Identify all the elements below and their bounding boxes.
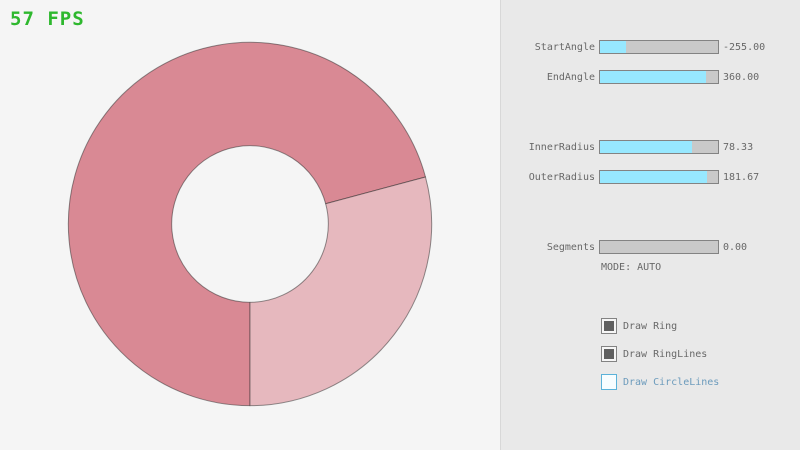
outer-radius-slider[interactable]	[599, 170, 719, 184]
outer-radius-label: OuterRadius	[528, 172, 595, 183]
draw-ring-checkbox[interactable]	[601, 318, 617, 334]
inner-radius-label: InnerRadius	[528, 142, 595, 153]
end-angle-label: EndAngle	[546, 72, 595, 83]
segments-mode-text: MODE: AUTO	[601, 262, 662, 273]
end-angle-value: 360.00	[723, 72, 760, 83]
outer-radius-value: 181.67	[723, 172, 760, 183]
draw-ringlines-label: Draw RingLines	[623, 349, 708, 360]
fps-counter: 57 FPS	[10, 8, 85, 30]
start-angle-label: StartAngle	[534, 42, 595, 53]
slider-row-segments: Segments 0.00	[501, 240, 800, 254]
draw-ringlines-checkbox-row[interactable]: Draw RingLines	[601, 346, 781, 362]
ring-sector-dark	[67, 41, 427, 407]
start-angle-slider-fill	[600, 41, 626, 53]
draw-circlelines-checkbox[interactable]	[601, 374, 617, 390]
segments-slider[interactable]	[599, 240, 719, 254]
slider-row-end-angle: EndAngle 360.00	[501, 70, 800, 84]
outer-radius-slider-fill	[600, 171, 708, 183]
ring-canvas	[67, 41, 433, 407]
ring-sector-light	[249, 176, 433, 407]
controls-panel: StartAngle -255.00 EndAngle 360.00 Inner…	[500, 0, 800, 450]
inner-radius-value: 78.33	[723, 142, 754, 153]
end-angle-slider-fill	[600, 71, 707, 83]
slider-row-start-angle: StartAngle -255.00	[501, 40, 800, 54]
segments-label: Segments	[546, 242, 595, 253]
draw-ring-checkbox-row[interactable]: Draw Ring	[601, 318, 781, 334]
draw-circlelines-checkbox-row[interactable]: Draw CircleLines	[601, 374, 781, 390]
draw-circlelines-label: Draw CircleLines	[623, 377, 720, 388]
segments-value: 0.00	[723, 242, 748, 253]
inner-radius-slider[interactable]	[599, 140, 719, 154]
end-angle-slider[interactable]	[599, 70, 719, 84]
draw-ringlines-checkbox[interactable]	[601, 346, 617, 362]
inner-radius-slider-fill	[600, 141, 693, 153]
slider-row-inner-radius: InnerRadius 78.33	[501, 140, 800, 154]
start-angle-slider[interactable]	[599, 40, 719, 54]
slider-row-outer-radius: OuterRadius 181.67	[501, 170, 800, 184]
draw-ring-label: Draw Ring	[623, 321, 678, 332]
start-angle-value: -255.00	[723, 42, 766, 53]
